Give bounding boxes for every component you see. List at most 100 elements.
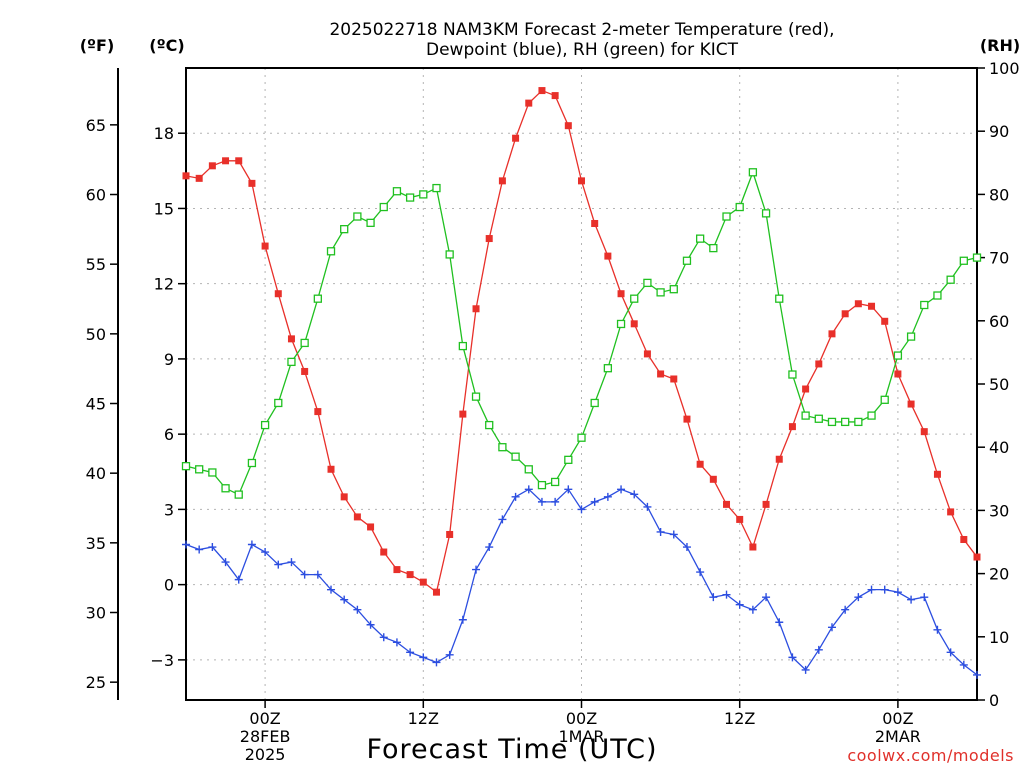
- data-series: [181, 87, 982, 679]
- dewpoint-point: [643, 502, 652, 511]
- credit-link[interactable]: coolwx.com/models: [847, 746, 1014, 765]
- temperature-point: [353, 513, 361, 521]
- temperature-point: [551, 92, 559, 100]
- celsius-tick-label: 6: [164, 425, 174, 444]
- celsius-tick-label: 0: [164, 576, 174, 595]
- temperature-point: [854, 300, 862, 308]
- dewpoint-point: [933, 625, 942, 634]
- rh-point: [616, 319, 626, 329]
- dewpoint-point: [537, 497, 546, 506]
- x-axis-label: Forecast Time (UTC): [366, 734, 657, 765]
- rh-tick-label: 40: [989, 438, 1009, 457]
- rh-point: [959, 256, 968, 265]
- temperature-point: [788, 423, 796, 431]
- x-tick-label: 1MAR: [558, 727, 604, 746]
- temperature-point: [920, 428, 928, 436]
- rh-point: [234, 490, 243, 499]
- temperature-point: [947, 508, 955, 516]
- dewpoint-point: [445, 650, 454, 659]
- dewpoint-point: [814, 645, 823, 654]
- dewpoint-point: [841, 605, 850, 614]
- rh-point: [709, 243, 718, 253]
- dewpoint-point: [458, 615, 467, 624]
- temperature-point: [274, 290, 282, 298]
- dewpoint-point: [801, 665, 810, 674]
- rh-point: [313, 294, 322, 303]
- dewpoint-point: [682, 543, 691, 552]
- temperature-point: [828, 330, 836, 338]
- rh-point: [946, 275, 955, 284]
- temperature-point: [472, 305, 480, 313]
- rh-tick-label: 30: [989, 501, 1009, 520]
- temperature-point: [301, 367, 309, 375]
- rh-point: [208, 468, 217, 477]
- rh-point: [801, 411, 810, 420]
- fahrenheit-tick-label: 65: [86, 116, 106, 135]
- temperature-point: [195, 174, 203, 182]
- dewpoint-point: [195, 545, 204, 554]
- dewpoint-point: [564, 485, 573, 494]
- dewpoint-point: [340, 595, 349, 604]
- rh-point: [880, 395, 889, 404]
- temperature-point: [591, 219, 599, 227]
- temperature-point: [525, 99, 533, 107]
- temperature-point: [406, 571, 414, 579]
- temperature-point: [696, 460, 704, 468]
- fahrenheit-tick-label: 50: [86, 325, 106, 344]
- rh-tick-label: 80: [989, 185, 1009, 204]
- celsius-tick-label: 3: [164, 500, 174, 519]
- axes: [110, 67, 985, 708]
- rh-tick-label: 60: [989, 312, 1009, 331]
- rh-point: [524, 465, 533, 474]
- rh-point: [906, 332, 916, 341]
- rh-point: [867, 411, 876, 420]
- dewpoint-point: [788, 653, 797, 662]
- rh-point: [972, 253, 982, 262]
- rh-point: [550, 477, 560, 487]
- rh-tick-label: 100: [989, 59, 1020, 78]
- rh-point: [696, 234, 705, 243]
- temperature-point: [261, 242, 269, 250]
- temperature-point: [235, 157, 243, 165]
- temperature-point: [182, 172, 190, 180]
- dewpoint-point: [327, 585, 336, 594]
- dewpoint-point: [669, 530, 678, 539]
- x-tick-label: 00Z: [882, 709, 913, 728]
- dewpoint-point: [274, 560, 283, 569]
- rh-point: [221, 484, 230, 493]
- temperature-point: [933, 470, 941, 478]
- temperature-point: [340, 493, 348, 501]
- dewpoint-point: [379, 633, 388, 642]
- chart-title-line2: Dewpoint (blue), RH (green) for KICT: [426, 40, 739, 60]
- temperature-point: [762, 500, 770, 508]
- temperature-point: [564, 122, 572, 130]
- rh-point: [827, 417, 837, 427]
- temperature-point: [657, 370, 665, 378]
- dewpoint-point: [182, 540, 190, 549]
- rh-tick-label: 10: [989, 628, 1009, 647]
- rh-point: [511, 452, 520, 461]
- temperature-point: [670, 375, 678, 383]
- dewpoint-point: [524, 485, 533, 494]
- temperature-point: [367, 523, 375, 531]
- rh-tick-label: 0: [989, 691, 999, 710]
- rh-point: [419, 190, 428, 199]
- celsius-tick-label: 12: [154, 275, 174, 294]
- dewpoint-point: [946, 648, 955, 657]
- rh-point: [471, 392, 481, 401]
- x-tick-label: 00Z: [566, 709, 597, 728]
- fahrenheit-tick-label: 35: [86, 534, 106, 553]
- fahrenheit-tick-label: 45: [86, 395, 106, 414]
- rh-point: [920, 300, 929, 310]
- dewpoint-point: [432, 658, 441, 667]
- rh-point: [722, 212, 731, 221]
- celsius-tick-label: 9: [164, 350, 174, 369]
- rh-point: [775, 294, 784, 303]
- rh-point: [603, 364, 613, 373]
- x-tick-label: 28FEB: [240, 727, 291, 746]
- rh-tick-label: 50: [989, 375, 1009, 394]
- dewpoint-point: [854, 593, 863, 602]
- temperature-point: [512, 134, 520, 142]
- dewpoint-point: [551, 497, 560, 506]
